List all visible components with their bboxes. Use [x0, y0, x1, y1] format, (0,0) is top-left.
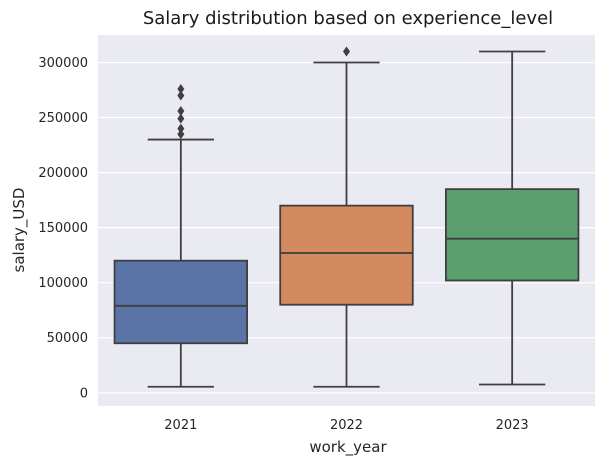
- box-iqr: [279, 204, 414, 306]
- y-axis-label: salary_USD: [10, 188, 29, 273]
- y-tick-label: 150000: [38, 221, 88, 236]
- box-2021: [113, 83, 249, 388]
- box-iqr: [444, 188, 580, 282]
- y-tick-label: 50000: [47, 331, 88, 346]
- y-axis: 0 50000 100000 150000 200000 250000 300000: [38, 56, 88, 401]
- boxes: [113, 46, 580, 388]
- y-tick-label: 0: [80, 386, 88, 401]
- y-tick-label: 250000: [38, 111, 88, 126]
- outlier-point: [177, 90, 185, 101]
- y-tick-label: 200000: [38, 166, 88, 181]
- box-2022: [279, 46, 414, 388]
- x-tick-label: 2023: [496, 418, 529, 433]
- box-2023: [444, 50, 580, 386]
- outlier-point: [177, 105, 185, 116]
- y-tick-label: 300000: [38, 56, 88, 71]
- x-axis-label: work_year: [309, 438, 387, 457]
- x-axis: 2021 2022 2023: [164, 418, 528, 433]
- box-iqr: [113, 259, 249, 345]
- outlier-point: [177, 129, 185, 140]
- outlier-point: [177, 113, 185, 124]
- outlier-point: [343, 46, 350, 57]
- x-tick-label: 2021: [164, 418, 197, 433]
- outlier-point: [177, 123, 185, 134]
- y-tick-label: 100000: [38, 276, 88, 291]
- chart-title: Salary distribution based on experience_…: [143, 8, 553, 29]
- x-tick-label: 2022: [330, 418, 363, 433]
- outlier-point: [177, 83, 185, 94]
